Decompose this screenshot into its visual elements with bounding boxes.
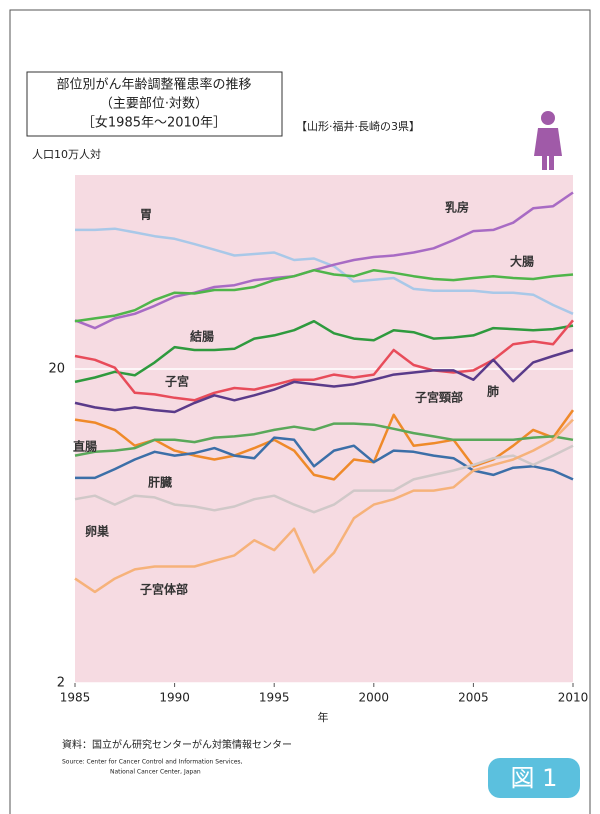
series-label: 大腸 bbox=[510, 254, 534, 269]
series-label: 子宮体部 bbox=[140, 582, 188, 597]
x-axis-label: 年 bbox=[318, 710, 329, 724]
source: 資料：国立がん研究センターがん対策情報センター bbox=[62, 738, 292, 751]
chart-title: ［女1985年〜2010年］ bbox=[82, 115, 226, 131]
woman-icon bbox=[534, 111, 562, 170]
series-label: 子宮 bbox=[165, 374, 189, 389]
title-box bbox=[26, 71, 283, 137]
series-line bbox=[75, 227, 574, 315]
series-line bbox=[74, 319, 574, 384]
subtitle: 【山形·福井·長崎の3県】 bbox=[296, 119, 420, 133]
chart-title: （主要部位·対数） bbox=[100, 97, 208, 112]
x-tick-label: 2010 bbox=[558, 691, 589, 705]
series-line bbox=[75, 436, 574, 481]
series-line bbox=[74, 444, 574, 514]
series-line bbox=[74, 348, 574, 414]
x-tick-label: 1990 bbox=[159, 691, 190, 705]
series-label: 結腸 bbox=[190, 329, 214, 344]
series-line bbox=[74, 422, 574, 457]
series-label: 乳房 bbox=[445, 200, 469, 215]
frame bbox=[9, 9, 591, 814]
series-label: 肺 bbox=[487, 384, 499, 399]
chart-title: 部位別がん年齢調整罹患率の推移 bbox=[56, 77, 251, 93]
source: Source: Center for Cancer Control and In… bbox=[62, 759, 243, 766]
series-label: 子宮頸部 bbox=[415, 390, 463, 405]
plot-area bbox=[75, 175, 573, 683]
series-label: 胃 bbox=[140, 208, 152, 222]
series-line bbox=[74, 268, 574, 323]
x-tick-label: 1985 bbox=[60, 691, 91, 705]
figure-badge bbox=[488, 758, 580, 798]
x-tick-label: 1995 bbox=[259, 691, 290, 705]
series-line bbox=[74, 191, 574, 330]
y-axis-label: 人口10万人対 bbox=[32, 147, 101, 161]
y-tick-label: 2 bbox=[57, 676, 65, 691]
y-tick-label: 20 bbox=[48, 362, 65, 377]
figure-label: 図 1 bbox=[511, 764, 558, 792]
series-label: 直腸 bbox=[73, 439, 97, 454]
series-label: 卵巣 bbox=[85, 524, 110, 539]
series-label: 肝臓 bbox=[148, 475, 172, 490]
source: National Cancer Center, Japan bbox=[110, 769, 201, 776]
x-tick-label: 2005 bbox=[458, 691, 489, 705]
series-line bbox=[74, 418, 574, 594]
x-tick-label: 2000 bbox=[359, 691, 390, 705]
